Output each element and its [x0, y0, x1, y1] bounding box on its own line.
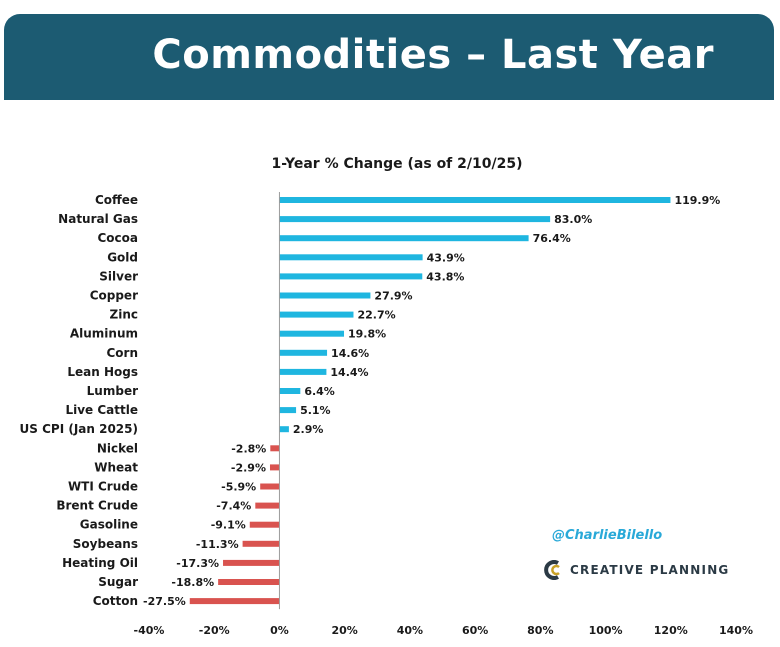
x-tick-label: 80%	[527, 624, 553, 637]
bar	[279, 388, 301, 394]
category-label: Aluminum	[70, 327, 138, 341]
x-tick-label: 20%	[331, 624, 357, 637]
data-label: 5.1%	[300, 404, 331, 417]
category-label: Copper	[90, 289, 138, 303]
bar	[260, 483, 280, 490]
category-label: Live Cattle	[65, 403, 138, 417]
bar	[279, 216, 551, 223]
data-label: -9.1%	[211, 519, 246, 532]
x-tick-label: 140%	[719, 624, 753, 637]
bars-layer: Coffee 119.9% Natural Gas 83.0% Cocoa 76.4% Go…	[20, 192, 753, 637]
data-label: 43.8%	[426, 270, 464, 283]
data-label: -27.5%	[143, 595, 186, 608]
bar	[279, 349, 328, 356]
data-label: 2.9%	[293, 423, 324, 436]
category-label: Sugar	[98, 575, 138, 589]
bar	[279, 235, 529, 242]
bar	[189, 598, 280, 605]
category-label: Cocoa	[97, 231, 138, 245]
bar	[279, 407, 297, 414]
x-tick-label: 0%	[270, 624, 289, 637]
category-label: Lean Hogs	[67, 365, 138, 379]
data-label: -2.9%	[231, 461, 266, 474]
bar	[279, 273, 423, 280]
bar-chart: 1-Year % Change (as of 2/10/25) Coffee 11…	[20, 156, 753, 637]
data-label: 6.4%	[304, 385, 335, 398]
category-label: WTI Crude	[68, 480, 138, 494]
data-label: 43.9%	[427, 251, 465, 264]
x-tick-label: 40%	[397, 624, 423, 637]
bar	[242, 540, 280, 547]
x-tick-label: -20%	[199, 624, 230, 637]
category-label: Cotton	[93, 594, 138, 608]
x-tick-label: -40%	[134, 624, 165, 637]
title-bar: Commodities – Last Year	[4, 14, 774, 100]
data-label: 14.6%	[331, 347, 369, 360]
category-label: US CPI (Jan 2025)	[20, 422, 138, 436]
chart-title: 1-Year % Change (as of 2/10/25)	[272, 156, 523, 172]
category-label: Gold	[107, 250, 138, 264]
category-label: Nickel	[97, 441, 138, 455]
x-tick-label: 120%	[654, 624, 688, 637]
bar	[270, 445, 280, 452]
data-label: -17.3%	[176, 557, 219, 570]
brand-logo: CREATIVE PLANNING	[544, 560, 729, 580]
category-label: Corn	[106, 346, 138, 360]
bar	[279, 292, 371, 299]
data-label: 14.4%	[330, 366, 368, 379]
x-tick-label: 60%	[462, 624, 488, 637]
category-label: Heating Oil	[62, 556, 138, 570]
bar	[279, 254, 423, 261]
bar	[218, 579, 280, 585]
category-label: Silver	[99, 269, 138, 283]
data-label: 119.9%	[674, 194, 720, 207]
brand-name: CREATIVE PLANNING	[570, 563, 730, 577]
bar	[269, 464, 280, 471]
bar	[279, 368, 327, 375]
data-label: 27.9%	[374, 290, 412, 303]
bar	[279, 426, 289, 433]
x-tick-label: 100%	[589, 624, 623, 637]
bar	[223, 559, 280, 566]
slide: Commodities – Last Year 1-Year % Change …	[4, 14, 774, 646]
category-label: Brent Crude	[56, 499, 138, 513]
data-label: 22.7%	[357, 309, 395, 322]
bar	[279, 311, 354, 318]
category-label: Gasoline	[80, 518, 138, 532]
category-label: Natural Gas	[58, 212, 138, 226]
data-label: -2.8%	[231, 442, 266, 455]
data-label: 76.4%	[533, 232, 571, 245]
category-label: Wheat	[94, 460, 138, 474]
data-label: -5.9%	[221, 481, 256, 494]
bar	[249, 521, 280, 528]
bar	[255, 502, 280, 509]
slide-title: Commodities – Last Year	[152, 32, 714, 78]
data-label: 83.0%	[554, 213, 592, 226]
bar	[279, 330, 345, 337]
data-label: -7.4%	[216, 500, 251, 513]
data-label: -11.3%	[196, 538, 239, 551]
category-label: Soybeans	[73, 537, 138, 551]
category-label: Lumber	[87, 384, 138, 398]
category-label: Coffee	[95, 193, 138, 207]
bar	[279, 197, 671, 203]
data-label: -18.8%	[171, 576, 214, 589]
category-label: Zinc	[110, 308, 138, 322]
data-label: 19.8%	[348, 328, 386, 341]
creative-planning-icon	[544, 560, 560, 580]
twitter-handle: @CharlieBilello	[552, 528, 663, 543]
